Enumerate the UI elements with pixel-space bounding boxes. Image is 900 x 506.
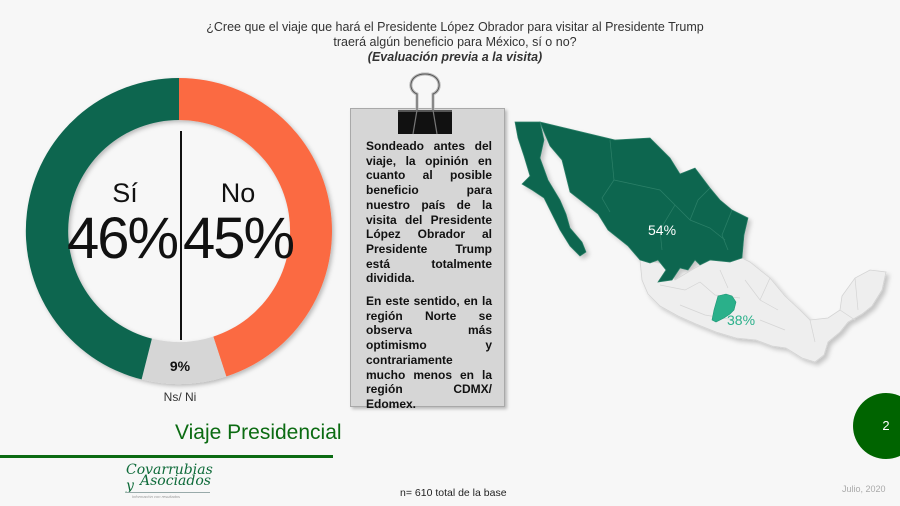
si-label: Sí bbox=[112, 178, 138, 208]
nsni-label: Ns/ Ni bbox=[163, 390, 197, 404]
binder-clip-front-icon bbox=[398, 72, 452, 135]
map-region-south bbox=[639, 257, 887, 363]
map-region-north bbox=[539, 121, 749, 283]
page-number-badge: 2 bbox=[853, 393, 900, 459]
map-region-baja bbox=[514, 121, 587, 257]
footer-divider bbox=[0, 455, 333, 458]
sample-base-note: n= 610 total de la base bbox=[400, 487, 507, 499]
map-label-cdmx: 38% bbox=[727, 312, 756, 328]
donut-segment-si bbox=[25, 77, 180, 380]
donut-chart: Sí 46% No 45% 9% Ns/ Ni bbox=[0, 0, 360, 420]
mexico-map bbox=[514, 121, 887, 363]
donut-graphic bbox=[25, 77, 332, 385]
nsni-value: 9% bbox=[169, 358, 191, 374]
logo-line-1: Covarrubias y bbox=[126, 462, 213, 494]
donut-segment-nsni bbox=[141, 336, 227, 385]
logo-line-2: Asociados bbox=[140, 473, 211, 489]
section-title: Viaje Presidencial bbox=[175, 421, 342, 444]
map-region-cdmx-edomex bbox=[711, 293, 737, 323]
map-label-north: 54% bbox=[648, 222, 677, 238]
no-value: 45% bbox=[182, 206, 295, 271]
question-line-1: ¿Cree que el viaje que hará el President… bbox=[206, 20, 704, 34]
no-label: No bbox=[220, 178, 256, 208]
logo-tagline: Información con resultados bbox=[132, 494, 181, 499]
commentary-paragraph-1: Sondeado antes del viaje, la opinión en … bbox=[366, 139, 492, 286]
logo-underline bbox=[126, 492, 210, 493]
report-date: Julio, 2020 bbox=[842, 484, 886, 494]
question-header: ¿Cree que el viaje que hará el President… bbox=[200, 20, 710, 65]
question-subtitle: (Evaluación previa a la visita) bbox=[367, 50, 543, 64]
question-line-2: traerá algún beneficio para México, sí o… bbox=[333, 35, 577, 49]
donut-segment-no bbox=[179, 78, 332, 377]
commentary-paragraph-2: En este sentido, en la región Norte se o… bbox=[366, 294, 492, 411]
page-number: 2 bbox=[882, 418, 890, 433]
si-value: 46% bbox=[66, 206, 179, 271]
commentary-card: Sondeado antes del viaje, la opinión en … bbox=[350, 108, 505, 411]
company-logo: Covarrubias y Asociados Información con … bbox=[122, 462, 213, 502]
